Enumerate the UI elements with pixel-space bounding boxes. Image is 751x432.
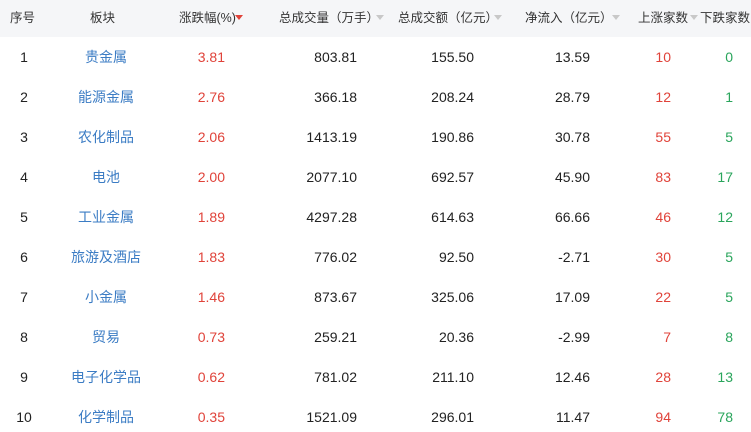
volume: 776.02 — [314, 249, 357, 265]
header-amount[interactable]: 总成交额（亿元） — [398, 11, 499, 25]
net-inflow: 66.66 — [554, 209, 590, 225]
amount: 92.50 — [438, 249, 474, 265]
up-count: 22 — [655, 289, 671, 305]
volume: 1521.09 — [306, 409, 357, 425]
sector-name[interactable]: 电子化学品 — [71, 369, 141, 385]
up-count: 12 — [655, 89, 671, 105]
amount: 190.86 — [431, 129, 474, 145]
down-count: 0 — [725, 49, 733, 65]
down-count: 12 — [717, 209, 733, 225]
sort-icon[interactable] — [235, 15, 243, 20]
change-pct: 2.76 — [197, 89, 225, 105]
header-sector: 板块 — [90, 11, 116, 25]
sort-icon[interactable] — [494, 15, 502, 20]
down-count: 13 — [717, 369, 733, 385]
amount: 692.57 — [431, 169, 474, 185]
header-change[interactable]: 涨跌幅(%) — [179, 11, 236, 25]
change-pct: 2.06 — [197, 129, 225, 145]
change-pct: 0.73 — [197, 329, 225, 345]
volume: 781.02 — [314, 369, 357, 385]
change-pct: 0.62 — [197, 369, 225, 385]
up-count: 30 — [655, 249, 671, 265]
change-pct: 2.00 — [197, 169, 225, 185]
down-count: 5 — [725, 249, 733, 265]
net-inflow: 13.59 — [554, 49, 590, 65]
net-inflow: 45.90 — [554, 169, 590, 185]
header-down[interactable]: 下跌家数 — [700, 11, 751, 25]
change-pct: 1.89 — [197, 209, 225, 225]
row-index: 8 — [20, 329, 28, 345]
sector-name[interactable]: 能源金属 — [78, 89, 134, 105]
sector-name[interactable]: 小金属 — [85, 289, 127, 305]
change-pct: 1.83 — [197, 249, 225, 265]
net-inflow: 30.78 — [554, 129, 590, 145]
down-count: 17 — [717, 169, 733, 185]
sort-icon[interactable] — [376, 15, 384, 20]
row-index: 3 — [20, 129, 28, 145]
row-index: 7 — [20, 289, 28, 305]
header-index: 序号 — [10, 11, 36, 25]
volume: 4297.28 — [306, 209, 357, 225]
sector-name[interactable]: 贸易 — [92, 329, 120, 345]
sector-name[interactable]: 工业金属 — [78, 209, 134, 225]
up-count: 83 — [655, 169, 671, 185]
net-inflow: 11.47 — [556, 409, 590, 425]
amount: 614.63 — [431, 209, 474, 225]
volume: 2077.10 — [306, 169, 357, 185]
down-count: 8 — [725, 329, 733, 345]
volume: 259.21 — [314, 329, 357, 345]
volume: 803.81 — [314, 49, 357, 65]
amount: 325.06 — [431, 289, 474, 305]
net-inflow: -2.71 — [558, 249, 590, 265]
sector-name[interactable]: 旅游及酒店 — [71, 249, 141, 265]
down-count: 5 — [725, 289, 733, 305]
down-count: 1 — [725, 89, 733, 105]
row-index: 9 — [20, 369, 28, 385]
row-index: 1 — [20, 49, 28, 65]
row-index: 5 — [20, 209, 28, 225]
volume: 1413.19 — [306, 129, 357, 145]
up-count: 94 — [655, 409, 671, 425]
amount: 296.01 — [431, 409, 474, 425]
change-pct: 1.46 — [197, 289, 225, 305]
net-inflow: 28.79 — [554, 89, 590, 105]
volume: 873.67 — [314, 289, 357, 305]
change-pct: 3.81 — [197, 49, 225, 65]
up-count: 28 — [655, 369, 671, 385]
sector-name[interactable]: 贵金属 — [85, 49, 127, 65]
volume: 366.18 — [314, 89, 357, 105]
sector-name[interactable]: 电池 — [92, 169, 120, 185]
table-header: 序号 板块 涨跌幅(%) 总成交量（万手） 总成交额（亿元） 净流入（亿元） 上… — [0, 0, 751, 37]
up-count: 10 — [655, 49, 671, 65]
down-count: 5 — [725, 129, 733, 145]
sector-name[interactable]: 化学制品 — [78, 409, 134, 425]
net-inflow: 17.09 — [554, 289, 590, 305]
sort-icon[interactable] — [612, 15, 620, 20]
row-index: 6 — [20, 249, 28, 265]
sort-icon[interactable] — [690, 15, 698, 20]
amount: 155.50 — [431, 49, 474, 65]
header-netflow[interactable]: 净流入（亿元） — [525, 11, 613, 25]
amount: 20.36 — [438, 329, 474, 345]
amount: 211.10 — [432, 369, 474, 385]
row-index: 10 — [16, 409, 32, 425]
header-up[interactable]: 上涨家数 — [638, 11, 689, 25]
up-count: 46 — [655, 209, 671, 225]
up-count: 55 — [655, 129, 671, 145]
row-index: 2 — [20, 89, 28, 105]
net-inflow: -2.99 — [558, 329, 590, 345]
sector-name[interactable]: 农化制品 — [78, 129, 134, 145]
down-count: 78 — [717, 409, 733, 425]
header-volume[interactable]: 总成交量（万手） — [279, 11, 380, 25]
up-count: 7 — [663, 329, 671, 345]
change-pct: 0.35 — [197, 409, 225, 425]
row-index: 4 — [20, 169, 28, 185]
net-inflow: 12.46 — [554, 369, 590, 385]
amount: 208.24 — [431, 89, 474, 105]
